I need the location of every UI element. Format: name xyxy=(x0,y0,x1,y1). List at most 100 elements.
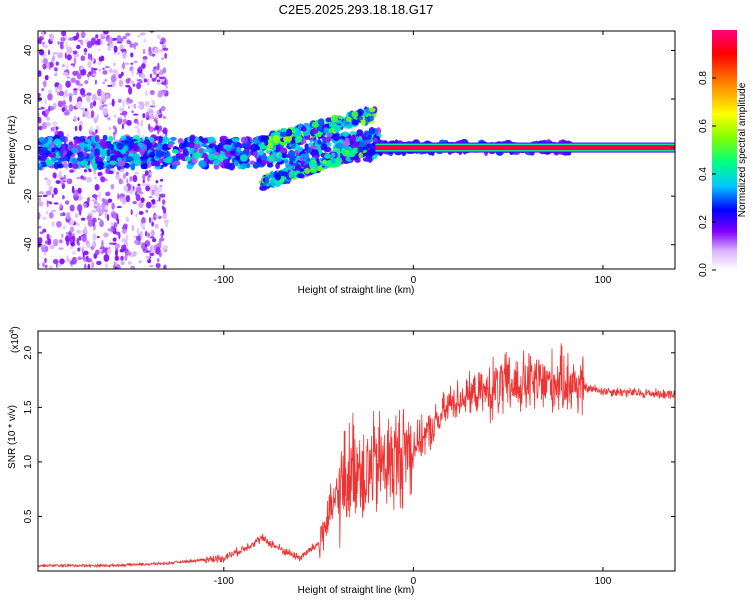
spectral-blob xyxy=(359,139,367,148)
spectral-blob xyxy=(78,39,82,42)
spectral-blob xyxy=(151,77,157,82)
spectral-blob xyxy=(93,44,99,47)
spectral-blob xyxy=(142,48,146,55)
spectral-blob xyxy=(155,119,158,125)
spectral-blob xyxy=(99,99,102,106)
spectral-blob xyxy=(62,99,66,108)
spectral-blob xyxy=(154,223,159,229)
spectral-blob xyxy=(118,79,124,87)
spectral-blob xyxy=(103,31,109,35)
spectral-blob xyxy=(57,41,60,45)
spectral-blob xyxy=(111,202,115,210)
spectral-blob xyxy=(130,209,133,216)
spectral-blob xyxy=(148,107,152,115)
spectral-blob xyxy=(147,78,150,86)
spectral-blob xyxy=(126,119,132,126)
spectral-blob xyxy=(150,188,153,196)
spectral-blob xyxy=(166,156,173,164)
spectral-blob xyxy=(55,180,61,184)
spectral-blob xyxy=(125,234,129,242)
spectral-blob xyxy=(161,143,170,151)
spectral-blob xyxy=(98,56,104,62)
x-tick-label: 0 xyxy=(411,576,417,587)
spectral-blob xyxy=(137,121,140,126)
spectral-blob xyxy=(141,182,146,187)
spectral-blob xyxy=(106,248,112,255)
spectral-blob xyxy=(167,143,174,149)
spectral-blob xyxy=(162,67,167,74)
spectral-blob xyxy=(160,134,165,137)
spectral-blob xyxy=(142,59,147,65)
y-scale-exponent: 4 xyxy=(9,330,16,334)
colorbar-label: Normalized spectral amplitude xyxy=(737,82,748,217)
spectral-blob xyxy=(44,98,47,105)
spectral-blob xyxy=(136,78,143,82)
spectral-blob xyxy=(352,147,358,153)
spectral-blob xyxy=(177,137,184,145)
spectral-blob xyxy=(133,44,136,50)
spectral-blob xyxy=(38,237,43,244)
spectral-blob xyxy=(349,131,357,136)
spectral-blob xyxy=(284,159,289,164)
spectral-blob xyxy=(68,230,72,238)
spectral-blob xyxy=(92,240,97,249)
spectral-blob xyxy=(84,108,88,112)
spectral-blob xyxy=(142,55,148,61)
spectral-blob xyxy=(51,209,57,213)
x-tick-label: 100 xyxy=(595,275,612,286)
spectral-blob xyxy=(150,184,155,190)
spectral-blob xyxy=(172,163,177,170)
spectral-blob xyxy=(46,178,51,187)
spectral-blob xyxy=(52,121,58,126)
spectral-blob xyxy=(104,211,107,219)
spectral-blob xyxy=(161,81,167,85)
spectral-blob xyxy=(149,89,155,96)
top-y-axis-label: Frequency (Hz) xyxy=(7,116,18,185)
spectral-blob xyxy=(78,192,82,199)
spectral-blob xyxy=(147,123,151,131)
spectral-blob xyxy=(52,238,59,247)
spectral-blob xyxy=(136,82,142,90)
spectral-blob xyxy=(44,177,48,181)
spectral-blob xyxy=(77,256,82,261)
spectral-blob xyxy=(90,131,95,136)
spectral-blob xyxy=(71,185,75,194)
spectral-blob xyxy=(102,70,108,75)
spectral-blob xyxy=(112,82,116,86)
spectral-blob xyxy=(93,100,97,107)
spectral-blob xyxy=(118,178,124,185)
spectral-blob xyxy=(252,150,258,157)
spectral-blob xyxy=(145,185,151,192)
spectral-blob xyxy=(330,152,336,158)
spectral-blob xyxy=(86,40,93,49)
spectral-blob xyxy=(70,147,79,154)
spectral-blob xyxy=(117,98,122,103)
spectral-blob xyxy=(108,126,112,131)
spectral-blob xyxy=(47,49,51,56)
spectral-blob xyxy=(342,131,350,137)
spectral-blob xyxy=(59,41,64,49)
spectral-blob xyxy=(138,101,144,105)
spectral-blob xyxy=(66,255,69,263)
spectral-blob xyxy=(149,171,152,176)
spectral-blob xyxy=(60,143,67,152)
spectral-blob xyxy=(96,38,101,43)
colorbar-tick-label: 0.2 xyxy=(698,215,709,229)
y-tick-label: -40 xyxy=(23,237,34,252)
spectral-blob xyxy=(145,209,149,213)
spectral-blob xyxy=(143,38,147,43)
x-tick-label: -100 xyxy=(214,576,234,587)
spectral-blob xyxy=(45,121,51,127)
spectral-blob xyxy=(149,114,155,120)
spectral-blob xyxy=(105,192,110,197)
spectral-blob xyxy=(367,134,373,140)
spectral-blob xyxy=(112,68,119,76)
spectral-blob xyxy=(149,151,156,158)
spectral-blob xyxy=(188,146,195,155)
spectral-blob xyxy=(96,235,100,239)
spectral-blob xyxy=(112,167,116,173)
spectral-blob xyxy=(225,146,231,152)
spectral-blob xyxy=(91,261,95,269)
spectral-blob xyxy=(324,153,331,159)
spectral-blob xyxy=(144,102,150,107)
